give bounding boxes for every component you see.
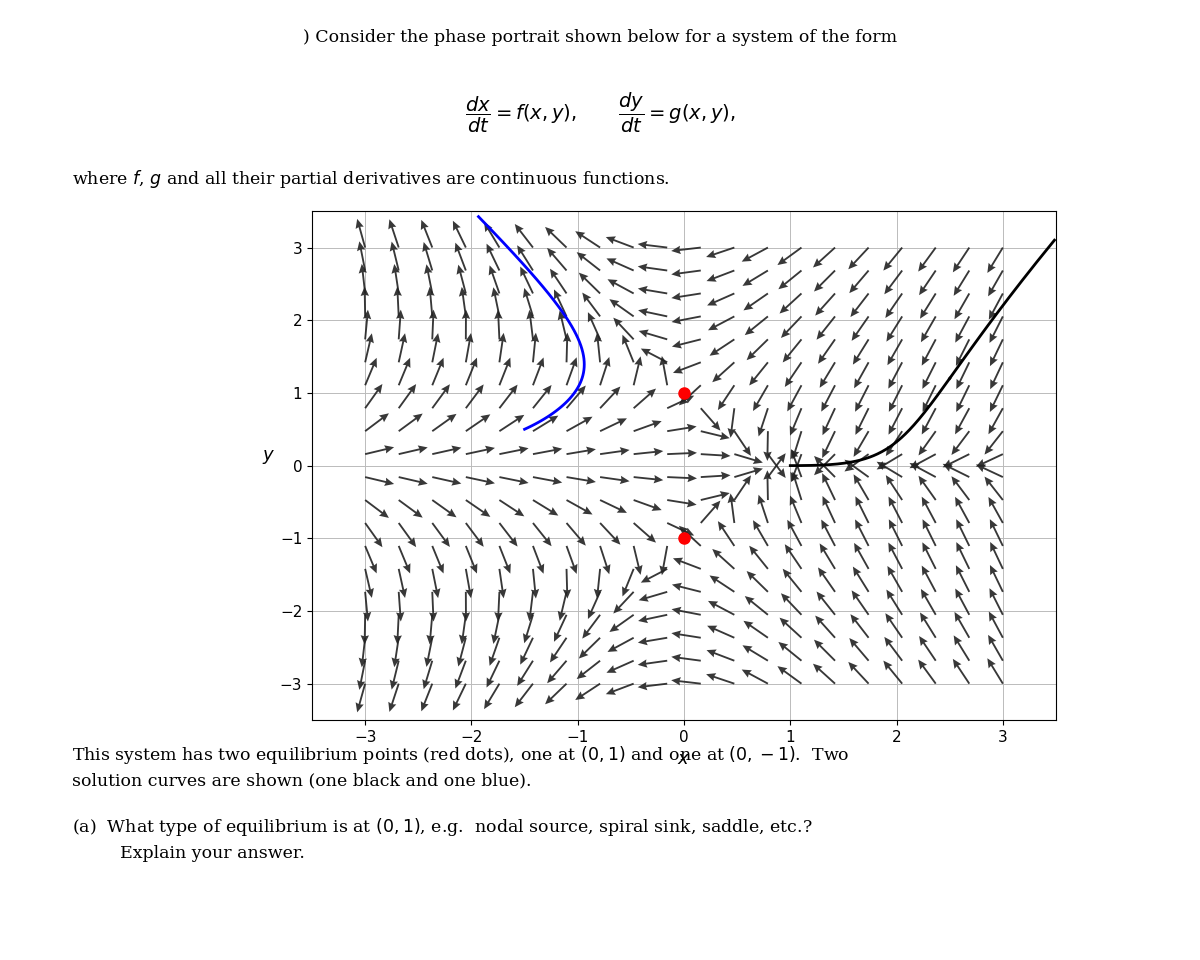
X-axis label: $x$: $x$ xyxy=(677,751,691,768)
Y-axis label: $y$: $y$ xyxy=(262,447,275,466)
Text: This system has two equilibrium points (red dots), one at $(0, 1)$ and one at $(: This system has two equilibrium points (… xyxy=(72,744,850,766)
Text: ) Consider the phase portrait shown below for a system of the form: ) Consider the phase portrait shown belo… xyxy=(302,29,898,46)
Text: Explain your answer.: Explain your answer. xyxy=(120,845,305,862)
Text: (a)  What type of equilibrium is at $(0, 1)$, e.g.  nodal source, spiral sink, s: (a) What type of equilibrium is at $(0, … xyxy=(72,816,812,838)
Text: solution curves are shown (one black and one blue).: solution curves are shown (one black and… xyxy=(72,773,532,790)
Text: where $f$, $g$ and all their partial derivatives are continuous functions.: where $f$, $g$ and all their partial der… xyxy=(72,168,670,190)
Text: $\dfrac{dx}{dt} = f(x, y), \qquad \dfrac{dy}{dt} = g(x, y),$: $\dfrac{dx}{dt} = f(x, y), \qquad \dfrac… xyxy=(464,91,736,135)
